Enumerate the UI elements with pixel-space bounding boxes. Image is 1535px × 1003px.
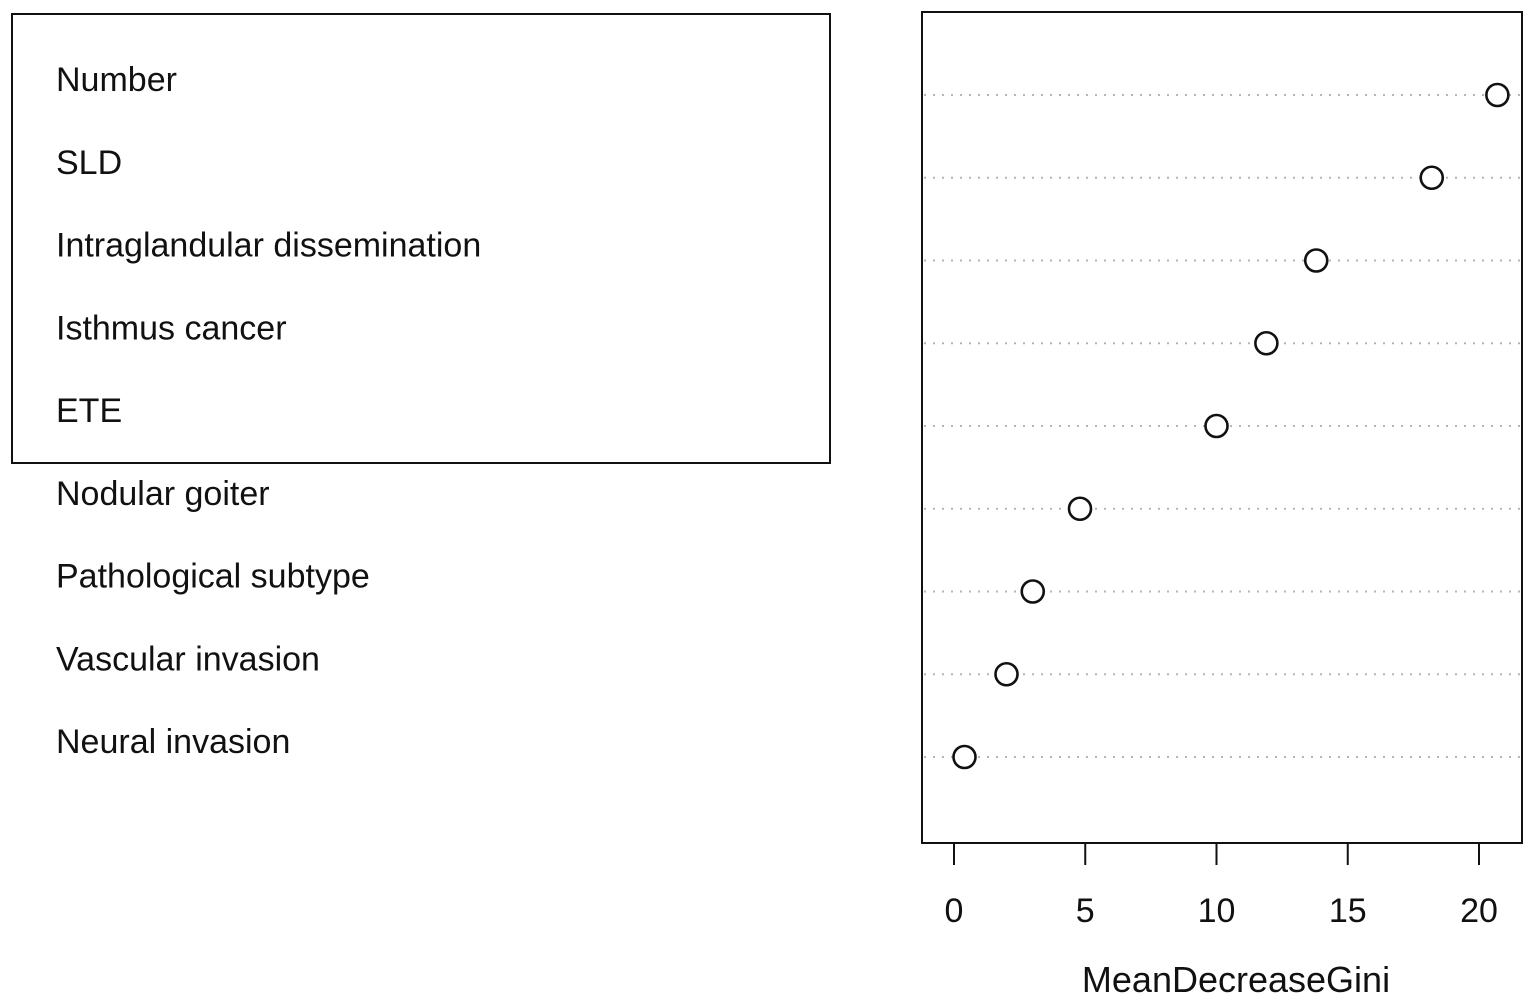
x-axis: 0 5 10 15 20 — [945, 842, 1498, 930]
variable-label: SLD — [56, 144, 122, 182]
data-points — [952, 82, 1510, 770]
variable-label: Intraglandular dissemination — [56, 227, 481, 265]
x-tick-label: 5 — [1076, 892, 1095, 930]
variable-label: Neural invasion — [56, 723, 290, 761]
data-point — [1485, 82, 1510, 108]
variable-label: Vascular invasion — [56, 640, 320, 678]
variable-label: Pathological subtype — [56, 558, 370, 596]
x-axis-title: MeanDecreaseGini — [1082, 959, 1390, 1000]
variable-label: ETE — [56, 392, 122, 430]
data-point — [1067, 496, 1093, 522]
data-point — [1204, 413, 1229, 439]
x-tick-label: 10 — [1198, 892, 1236, 930]
highlight-box — [11, 13, 831, 464]
variable-label: Isthmus cancer — [56, 309, 287, 347]
data-point — [1254, 330, 1279, 356]
x-tick-label: 0 — [945, 892, 964, 930]
variable-label: Number — [56, 61, 177, 99]
data-point — [952, 744, 977, 770]
variable-label: Nodular goiter — [56, 475, 270, 513]
variable-labels: Number SLD Intraglandular dissemination Ist… — [56, 61, 481, 761]
x-tick-label: 15 — [1329, 892, 1367, 930]
data-point — [994, 661, 1019, 687]
data-point — [1303, 248, 1329, 273]
x-tick-label: 20 — [1460, 892, 1498, 930]
data-point — [1419, 165, 1445, 191]
data-point — [1020, 579, 1046, 604]
